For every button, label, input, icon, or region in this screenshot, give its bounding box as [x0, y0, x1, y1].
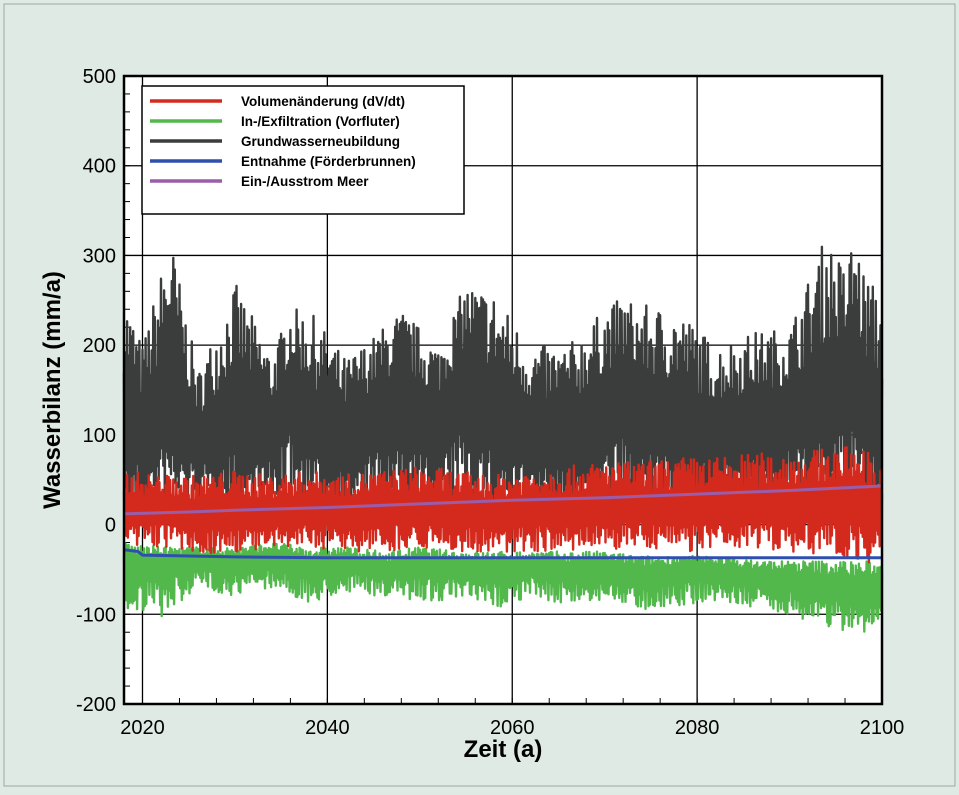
legend-box: [141, 85, 465, 215]
x-tick-label: 2060: [490, 717, 535, 739]
x-tick-label: 2100: [860, 717, 905, 739]
x-tick-labels: 2020 2040 2060 2080 2100: [120, 717, 904, 739]
series-line: [122, 446, 884, 564]
series-line: [122, 542, 884, 633]
y-tick-labels: -200 -100 0 100 200 300 400 500: [76, 66, 116, 716]
y-tick-label: 200: [83, 335, 116, 357]
y-tick-label: 0: [105, 515, 116, 537]
legend-entry: Grundwasserneubildung: [241, 134, 400, 149]
x-tick-label: 2040: [305, 717, 350, 739]
legend-entry: Volumenänderung (dV/dt): [241, 94, 405, 109]
series-line: [123, 484, 883, 516]
outer-border: [3, 3, 956, 787]
y-tick-label: 400: [83, 156, 116, 178]
plot-border: [122, 74, 884, 706]
series-line: [123, 548, 882, 560]
x-axis-label: Zeit (a): [464, 736, 543, 763]
y-tick-label: 300: [83, 245, 116, 267]
y-tick-label: 500: [83, 66, 116, 88]
legend-entry: Entnahme (Förderbrunnen): [241, 154, 416, 169]
legend-entry: Ein-/Ausstrom Meer: [241, 174, 369, 189]
series-line: [122, 245, 884, 520]
x-tick-label: 2020: [120, 717, 165, 739]
y-tick-label: -200: [76, 694, 116, 716]
series-layer: [122, 245, 884, 633]
x-tick-label: 2080: [675, 717, 720, 739]
legend: Volumenänderung (dV/dt) In-/Exfiltration …: [141, 85, 465, 215]
y-tick-label: -100: [76, 604, 116, 626]
y-axis-label: Wasserbilanz (mm/a): [39, 271, 66, 509]
y-tick-label: 100: [83, 425, 116, 447]
legend-entry: In-/Exfiltration (Vorfluter): [241, 114, 400, 129]
